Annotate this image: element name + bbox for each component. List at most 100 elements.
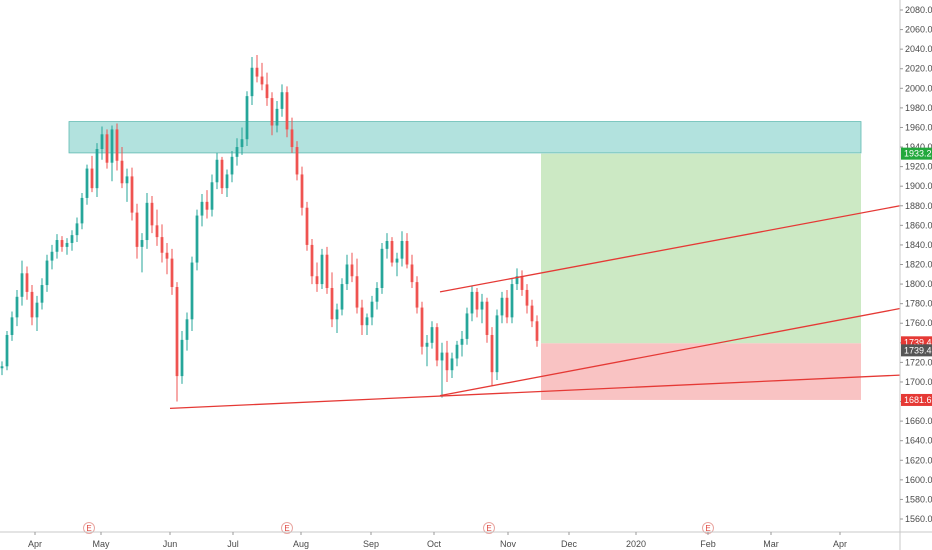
y-tick-label: 1580.00 — [905, 494, 932, 504]
candle-body — [375, 287, 379, 302]
candle-body — [105, 134, 109, 163]
y-tick-label: 1960.00 — [905, 122, 932, 132]
candle-body — [165, 252, 169, 259]
candle-body — [145, 202, 149, 241]
candle-body — [230, 156, 234, 175]
y-tick-label: 2080.00 — [905, 5, 932, 15]
candle-body — [90, 168, 94, 189]
candle-body — [290, 129, 294, 148]
candle-body — [40, 285, 44, 303]
price-tag-label: 1681.62 — [904, 395, 932, 405]
candle-body — [220, 159, 224, 189]
x-tick-label: Mar — [763, 539, 779, 549]
y-tick-label: 1780.00 — [905, 299, 932, 309]
profit-zone — [541, 153, 861, 344]
candle-body — [475, 291, 479, 310]
price-tags: 1933.25 1739.491739.43 1681.62 — [901, 147, 932, 406]
trend-line — [439, 205, 901, 293]
candle-body — [160, 237, 164, 253]
y-tick-label: 1560.00 — [905, 514, 932, 524]
candle-body — [5, 334, 9, 367]
trend-line — [169, 374, 901, 410]
candle-body — [330, 287, 334, 320]
candle-body — [260, 76, 264, 85]
candle-body — [465, 313, 469, 339]
loss-zone — [541, 343, 861, 400]
x-tick-label: Jun — [163, 539, 178, 549]
y-tick-label: 1860.00 — [905, 220, 932, 230]
x-tick-label: Dec — [561, 539, 578, 549]
candle-body — [410, 264, 414, 283]
candle-body — [335, 309, 339, 320]
candle-body — [480, 301, 484, 310]
candle-body — [0, 366, 4, 369]
candle-body — [75, 223, 79, 236]
candle-body — [225, 174, 229, 189]
candle-body — [440, 352, 444, 361]
candle-body — [235, 147, 239, 157]
candles — [0, 55, 539, 402]
earnings-icon — [483, 522, 495, 534]
candle-body — [285, 92, 289, 130]
candle-body — [275, 108, 279, 126]
candle-body — [505, 297, 509, 318]
candle-body — [295, 147, 299, 175]
candle-body — [175, 287, 179, 377]
candle-body — [320, 254, 324, 285]
candle-body — [305, 207, 309, 245]
candle-body — [420, 307, 424, 347]
y-tick-label: 1840.00 — [905, 240, 932, 250]
candle-body — [250, 67, 254, 97]
candle-body — [510, 284, 514, 318]
x-tick-label: Apr — [28, 539, 42, 549]
supply-zone — [68, 121, 862, 154]
candle-body — [355, 276, 359, 308]
y-tick-label: 1720.00 — [905, 357, 932, 367]
y-tick-label: 2040.00 — [905, 44, 932, 54]
candle-body — [450, 358, 454, 371]
y-tick-label: 1600.00 — [905, 475, 932, 485]
candle-body — [470, 291, 474, 314]
y-tick-label: 1640.00 — [905, 436, 932, 446]
x-tick-label: Nov — [500, 539, 517, 549]
candle-body — [10, 317, 14, 335]
candle-body — [310, 244, 314, 277]
trend-lines — [169, 205, 901, 410]
earnings-icon — [281, 522, 293, 534]
x-tick-label: Aug — [293, 539, 309, 549]
candle-body — [115, 129, 119, 161]
candle-body — [380, 248, 384, 288]
candle-body — [315, 276, 319, 285]
price-axis[interactable]: 2080.00 2060.00 2040.00 2020.00 2000.00 1980.… — [899, 0, 932, 550]
candle-body — [110, 129, 114, 163]
y-tick-label: 1660.00 — [905, 416, 932, 426]
candle-body — [415, 282, 419, 308]
earnings-icon — [83, 522, 95, 534]
x-tick-label: Feb — [700, 539, 716, 549]
candle-body — [340, 284, 344, 310]
candle-body — [515, 276, 519, 285]
candle-body — [45, 260, 49, 286]
candle-body — [525, 289, 529, 306]
candle-body — [495, 315, 499, 373]
candle-body — [55, 240, 59, 252]
y-tick-label: 2060.00 — [905, 25, 932, 35]
price-tag — [901, 344, 932, 357]
candle-body — [170, 258, 174, 288]
candle-body — [140, 240, 144, 247]
price-tag-label: 1739.49 — [904, 337, 932, 347]
candle-body — [135, 212, 139, 247]
candle-body — [520, 276, 524, 290]
candle-body — [325, 254, 329, 288]
candle-body — [280, 92, 284, 109]
y-tick-label: 1940.00 — [905, 142, 932, 152]
candle-body — [180, 339, 184, 377]
time-axis[interactable]: Apr May Jun Jul Aug Sep Oct Nov Dec 2020 Feb Mar Apr — [0, 531, 932, 549]
earnings-label: E — [86, 524, 91, 533]
y-tick-label: 1700.00 — [905, 377, 932, 387]
candle-body — [265, 84, 269, 99]
candle-body — [455, 344, 459, 359]
candle-body — [425, 342, 429, 347]
candle-body — [80, 197, 84, 224]
